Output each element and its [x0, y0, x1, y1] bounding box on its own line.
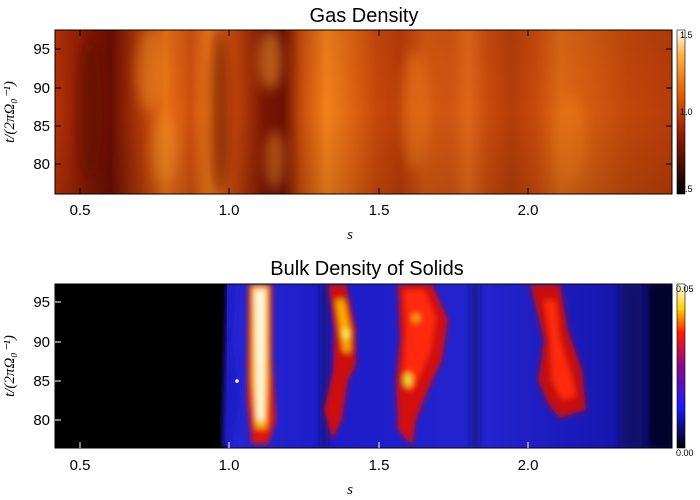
y-axis-label: t/(2πΩ₀⁻¹): [2, 335, 18, 397]
x-axis-top: [79, 30, 529, 194]
y-tick-label: 90: [33, 80, 50, 97]
y-tick-label: 85: [33, 118, 50, 135]
y-tick-label: 90: [33, 334, 50, 351]
colorbar: [676, 283, 686, 449]
filament-3: [396, 284, 448, 446]
x-tick-label: 1.5: [369, 457, 390, 474]
x-tick-label: 0.5: [70, 457, 91, 474]
y-tick-label: 80: [33, 412, 50, 429]
colorbar-tick-label: 0.00: [676, 448, 694, 458]
colorbar-tick-label: 0.5: [680, 184, 693, 194]
x-axis-label: s: [347, 482, 353, 498]
filament-1: [247, 284, 276, 444]
x-axis-label: s: [347, 227, 353, 243]
x-tick-label: 2.0: [518, 457, 539, 474]
x-tick-label: 1.0: [219, 202, 240, 219]
heatmap-field: [55, 30, 672, 194]
colorbar-tick-label: 1.0: [680, 107, 693, 117]
x-tick-label: 0.5: [70, 202, 91, 219]
y-tick-label: 80: [33, 156, 50, 173]
y-tick-label: 95: [33, 41, 50, 58]
x-axis-bottom: [55, 301, 529, 448]
y-tick-label: 95: [33, 294, 50, 311]
y-axis-top: [55, 48, 672, 165]
x-tick-label: 2.0: [518, 202, 539, 219]
x-tick-label: 1.5: [369, 202, 390, 219]
y-tick-label: 85: [33, 373, 50, 390]
plot-frame: [54, 29, 673, 195]
filament-4: [530, 284, 586, 418]
chart-title: Bulk Density of Solids: [270, 258, 463, 280]
y-axis-label: t/(2πΩ₀⁻¹): [2, 81, 18, 143]
heatmap-field: [55, 284, 672, 448]
colorbar-tick-label: 1.5: [680, 30, 693, 40]
x-tick-label: 1.0: [219, 457, 240, 474]
colorbar-tick-label: 0.05: [676, 284, 694, 294]
plot-frame: [54, 283, 673, 449]
colorbar: [676, 29, 686, 195]
chart-title: Gas Density: [310, 5, 419, 27]
filament-2: [324, 284, 356, 440]
